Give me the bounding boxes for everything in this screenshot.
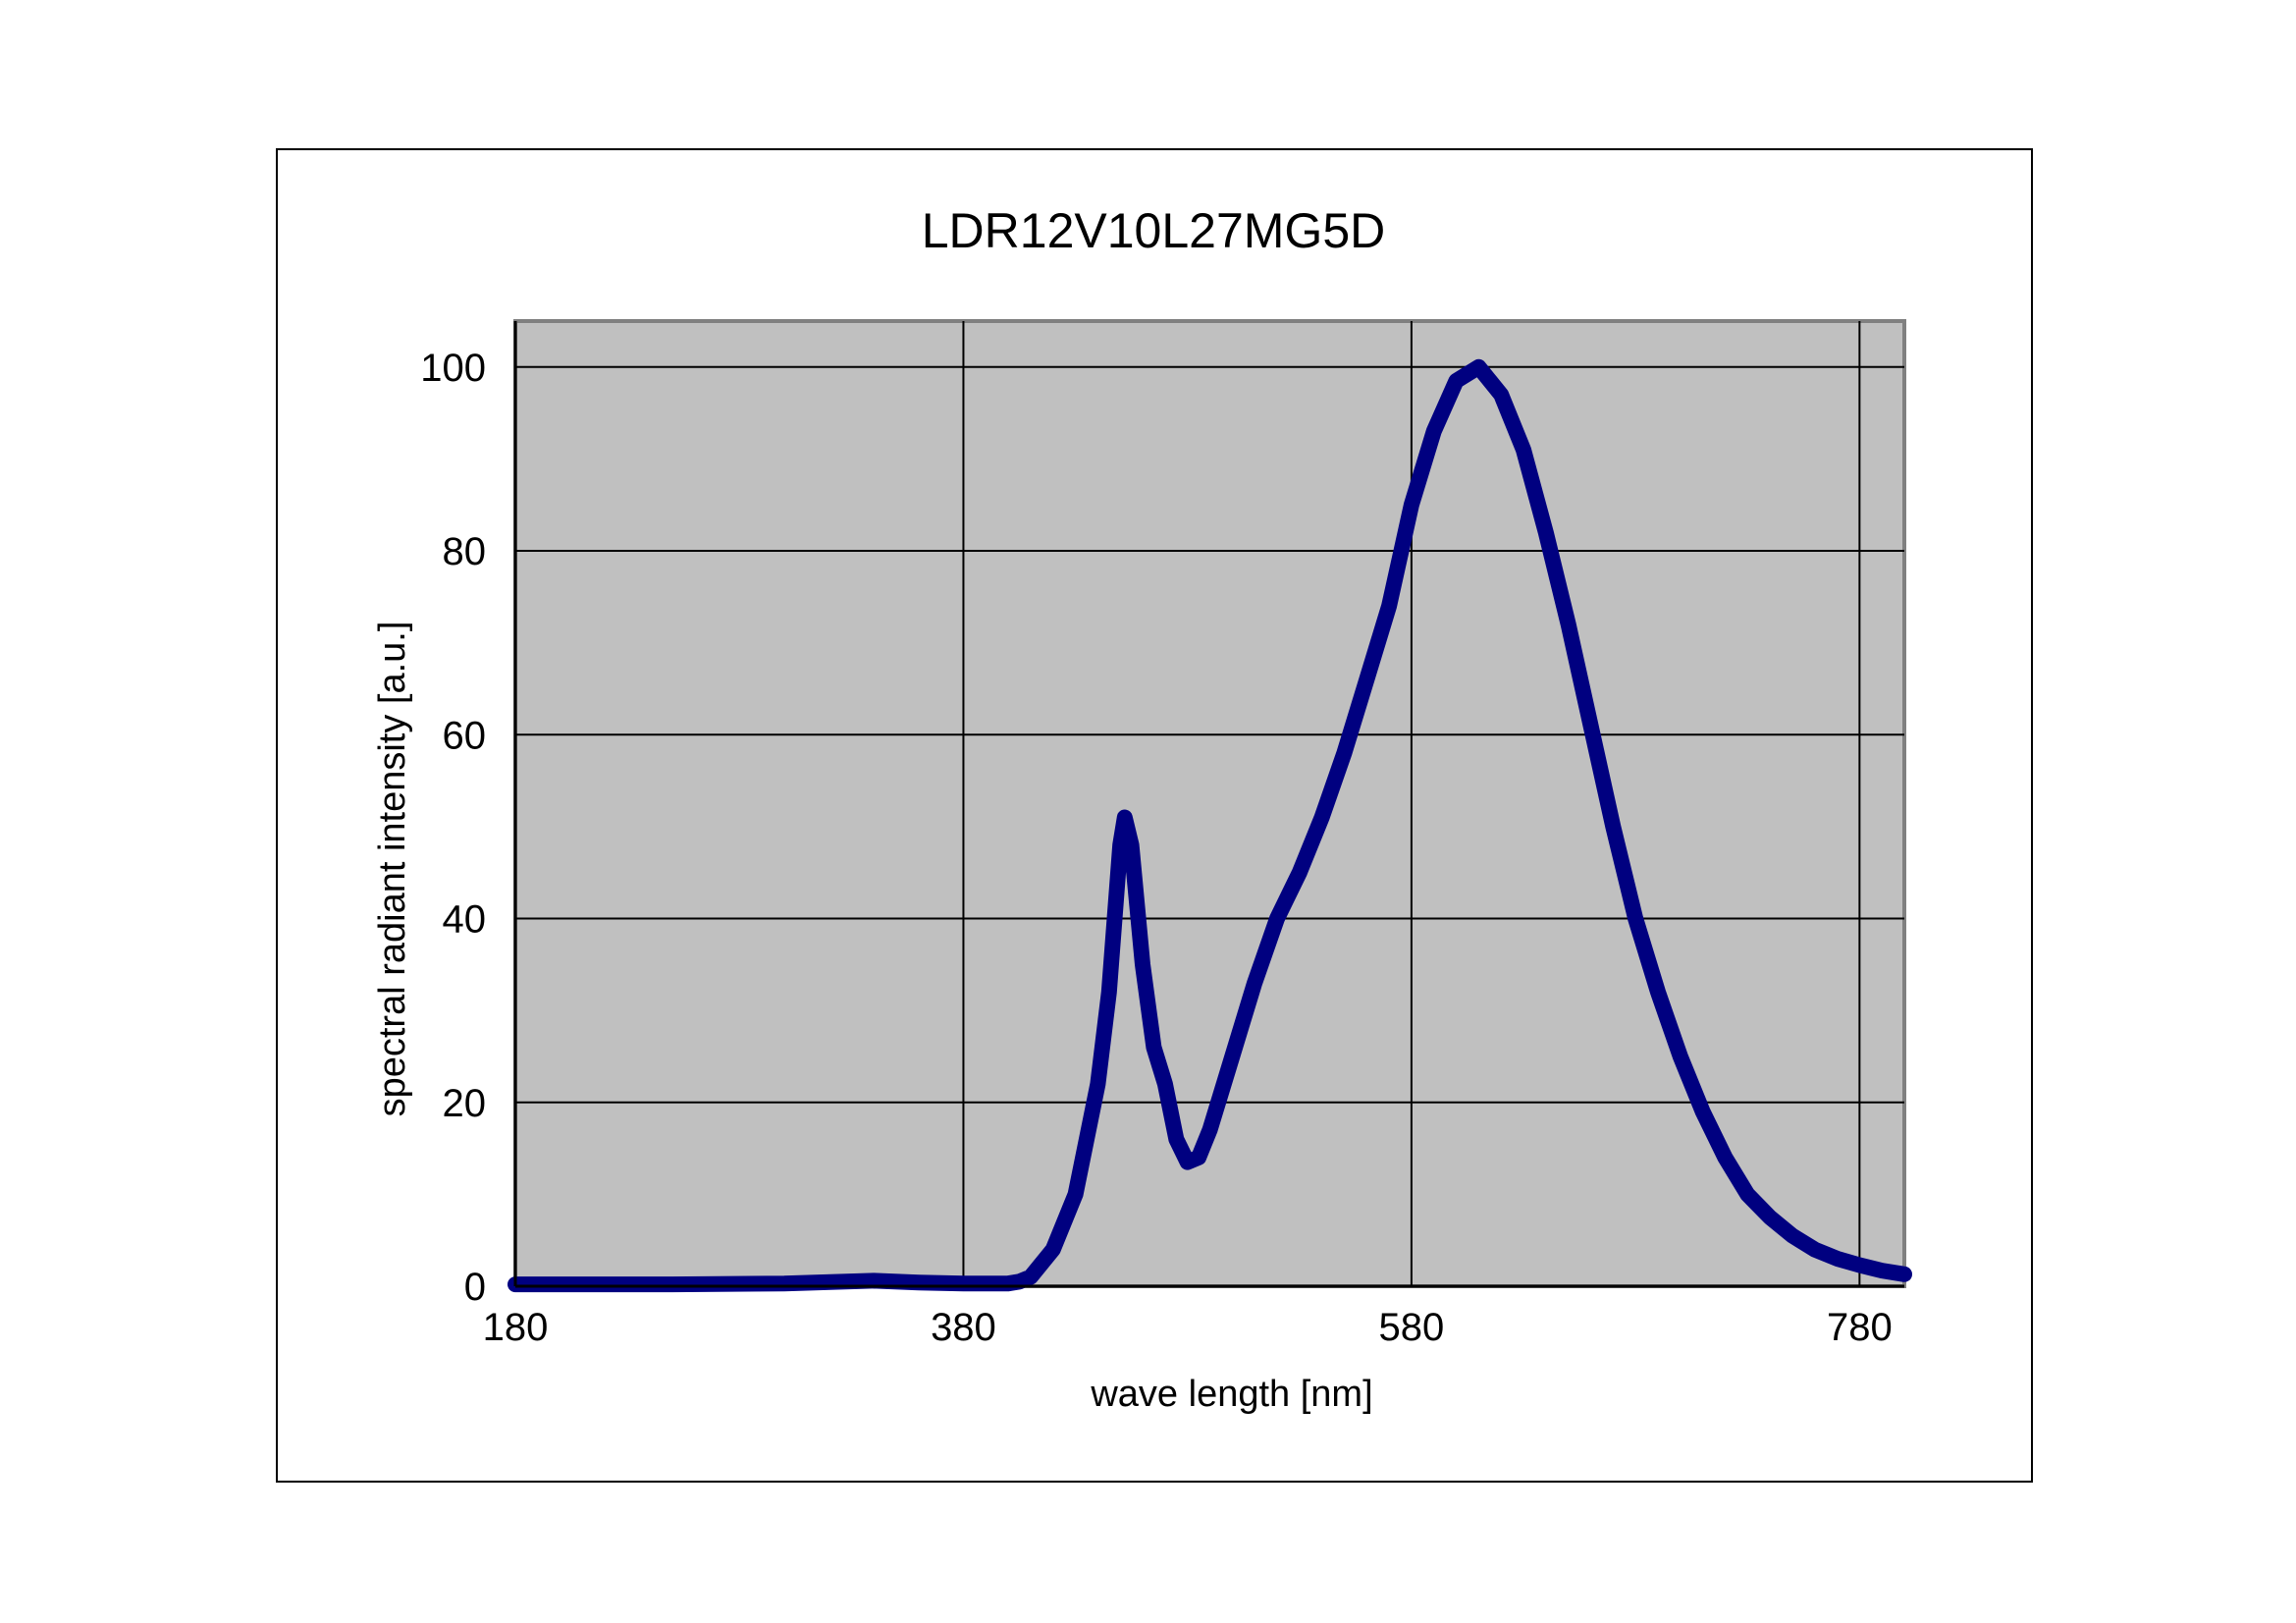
y-tick-label: 40 bbox=[443, 898, 487, 942]
y-tick-label: 100 bbox=[420, 347, 486, 390]
x-tick-label: 380 bbox=[931, 1306, 996, 1349]
y-axis-label: spectral radiant intensity [a.u.] bbox=[372, 622, 413, 1117]
y-tick-label: 80 bbox=[443, 530, 487, 573]
chart-title: LDR12V10L27MG5D bbox=[922, 203, 1386, 258]
series-line-spectrum bbox=[507, 358, 1912, 1293]
x-tick-label: 580 bbox=[1379, 1306, 1445, 1349]
y-tick-label: 20 bbox=[443, 1082, 487, 1125]
grid-lines bbox=[515, 321, 1904, 1286]
y-tick-label: 0 bbox=[464, 1266, 486, 1309]
y-tick-label: 60 bbox=[443, 714, 487, 757]
x-axis-label: wave length [nm] bbox=[1090, 1374, 1372, 1415]
x-tick-label: 780 bbox=[1827, 1306, 1893, 1349]
x-tick-label: 180 bbox=[483, 1306, 549, 1349]
tick-labels: 180 380 580 780 0 20 40 60 80 100 bbox=[420, 347, 1892, 1349]
